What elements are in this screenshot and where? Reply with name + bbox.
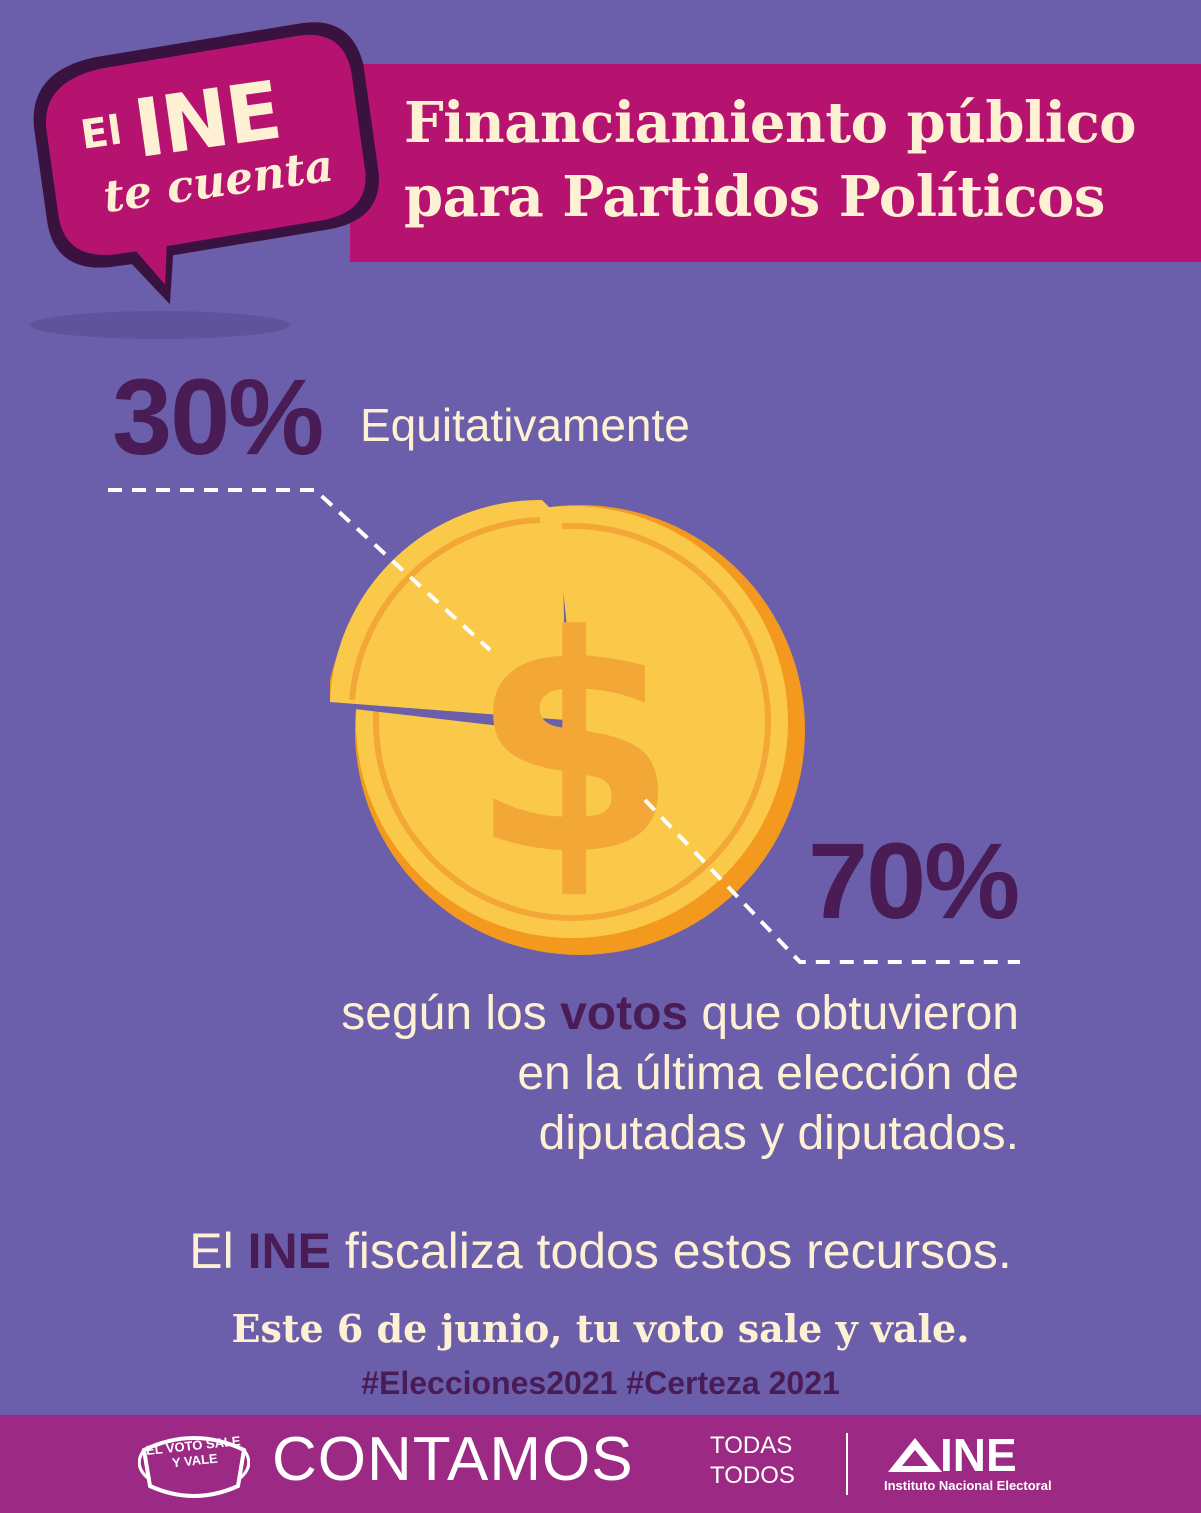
audit-statement: El INE fiscaliza todos estos recursos.: [0, 1222, 1201, 1280]
ine-subtitle: Instituto Nacional Electoral: [884, 1478, 1052, 1493]
ine-logo-icon: [888, 1438, 942, 1472]
dollar-icon: $: [470, 572, 679, 921]
contamos-text: CONTAMOS: [272, 1425, 634, 1494]
desc-text-b: que obtuvieron: [688, 987, 1019, 1040]
slogan: Este 6 de junio, tu voto sale y vale.: [231, 1306, 970, 1351]
audit-ine: INE: [247, 1223, 331, 1279]
todos-text: TODOS: [710, 1462, 795, 1489]
percentage-70: 70%: [808, 820, 1020, 941]
equitativamente-label: Equitativamente: [360, 399, 690, 451]
ine-logo-text: INE: [940, 1429, 1017, 1481]
desc-highlight: votos: [560, 987, 689, 1040]
desc-line-2: en la última elección de: [517, 1047, 1019, 1100]
todas-text: TODAS: [710, 1432, 793, 1459]
header-banner: [350, 64, 1201, 262]
coin-inner-ring: [373, 523, 771, 921]
coin-illustration: $: [108, 488, 1020, 964]
dashed-line-30: [108, 488, 492, 652]
dashed-line-70: [643, 798, 1020, 964]
hashtags: #Elecciones2021 #Certeza 2021: [361, 1365, 840, 1401]
speech-bubble-logo: [30, 22, 379, 339]
title-line-2: para Partidos Políticos: [404, 164, 1105, 230]
desc-text-a: según los: [341, 987, 561, 1040]
footer-divider: [846, 1433, 848, 1495]
audit-suffix: fiscaliza todos estos recursos.: [330, 1223, 1012, 1279]
desc-line-1: según los votos que obtuvieron: [219, 984, 1019, 1044]
votes-description: según los votos que obtuvieron en la últ…: [219, 984, 1019, 1164]
percentage-30: 30%: [112, 356, 324, 477]
voto-mask-icon: [138, 1436, 250, 1498]
page-title: Financiamiento público para Partidos Pol…: [404, 86, 1194, 234]
desc-line-3: diputadas y diputados.: [538, 1107, 1019, 1160]
title-line-1: Financiamiento público: [404, 90, 1137, 156]
slice-ring: [349, 517, 541, 701]
audit-prefix: El: [189, 1223, 248, 1279]
